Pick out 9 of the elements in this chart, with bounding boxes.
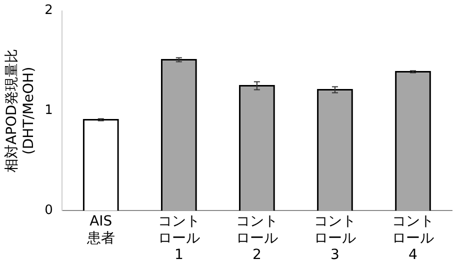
x-tick-label: コントロール4 (392, 214, 434, 264)
x-tick-label: コントロール3 (314, 214, 356, 264)
y-axis-title: 相対APOD発現量比 (DHT/MeOH) (4, 48, 37, 173)
x-tick-label: コントロール2 (236, 214, 278, 264)
x-tick-label: AIS患者 (86, 214, 115, 246)
y-tick-label: 2 (44, 3, 53, 18)
y-tick-label: 0 (44, 202, 53, 218)
y-tick-label: 1 (44, 103, 53, 118)
x-tick-label: コントロール1 (158, 214, 200, 264)
